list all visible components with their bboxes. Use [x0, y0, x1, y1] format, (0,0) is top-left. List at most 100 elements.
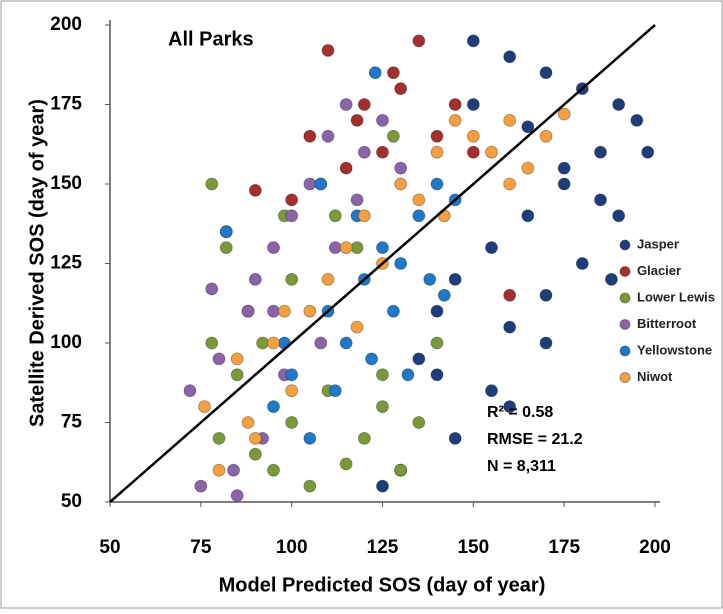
point	[350, 320, 364, 334]
point	[437, 288, 451, 302]
point	[267, 400, 280, 414]
point	[303, 431, 317, 445]
legend-marker	[619, 292, 631, 304]
point	[339, 336, 353, 350]
point	[357, 431, 371, 445]
point	[412, 193, 426, 207]
x-tick-label: 100	[276, 537, 308, 558]
chart-title: All Parks	[168, 28, 254, 50]
legend-label: Lower Lewis	[637, 289, 715, 304]
point	[303, 177, 317, 191]
point	[430, 368, 444, 382]
point	[248, 272, 262, 286]
point	[368, 66, 382, 80]
point	[539, 66, 553, 80]
point	[285, 209, 299, 223]
point	[376, 145, 389, 159]
point	[641, 145, 655, 159]
point	[466, 145, 480, 159]
point	[303, 479, 317, 493]
point	[539, 129, 553, 143]
point	[285, 384, 299, 398]
point	[448, 431, 462, 445]
point	[521, 120, 535, 134]
point	[521, 161, 535, 175]
point	[412, 34, 426, 48]
y-tick-label: 200	[50, 14, 82, 35]
legend-label: Yellowstone	[637, 342, 712, 357]
y-axis-label: Satellite Derived SOS (day of year)	[26, 99, 48, 427]
point	[365, 352, 379, 366]
point	[448, 98, 462, 111]
points	[183, 34, 655, 503]
legend-label: Niwot	[637, 369, 673, 384]
point	[350, 114, 364, 127]
point	[412, 352, 426, 366]
point	[539, 336, 553, 350]
legend-marker	[619, 239, 631, 251]
point	[328, 241, 342, 255]
point	[521, 209, 535, 223]
point	[394, 82, 408, 95]
point	[594, 145, 607, 159]
point	[350, 193, 364, 207]
point	[230, 368, 244, 382]
point	[339, 241, 353, 255]
point	[466, 129, 480, 143]
point	[321, 44, 335, 57]
legend-label: Glacier	[637, 263, 681, 278]
point	[194, 479, 208, 493]
point	[448, 114, 462, 127]
point	[485, 241, 498, 255]
point	[285, 272, 299, 286]
point	[303, 304, 317, 318]
point	[376, 368, 389, 382]
point	[430, 336, 444, 350]
point	[448, 272, 462, 286]
point	[594, 193, 607, 207]
point	[212, 431, 226, 445]
point	[394, 161, 408, 175]
point	[575, 257, 589, 270]
point	[303, 129, 317, 143]
point	[557, 177, 571, 191]
legend-marker	[619, 266, 631, 277]
annotation: RMSE = 21.2	[487, 431, 583, 448]
point	[612, 209, 626, 223]
point	[401, 368, 415, 382]
x-tick-label: 75	[190, 537, 212, 558]
point	[376, 400, 389, 414]
x-tick-label: 50	[99, 537, 120, 558]
point	[485, 384, 498, 398]
point	[539, 288, 553, 302]
point	[328, 384, 342, 398]
y-tick-label: 125	[50, 253, 82, 274]
point	[503, 50, 517, 64]
point	[557, 161, 571, 175]
point	[430, 304, 444, 318]
point	[230, 352, 244, 366]
point	[339, 98, 353, 111]
point	[248, 183, 262, 197]
y-tick-label: 100	[50, 332, 82, 353]
legend-marker	[619, 345, 631, 357]
point	[198, 400, 211, 414]
y-tick-label: 175	[50, 94, 82, 115]
point	[376, 114, 389, 127]
point	[183, 384, 197, 398]
point	[285, 416, 299, 429]
point	[241, 416, 255, 429]
point	[430, 177, 444, 191]
point	[466, 98, 480, 111]
point	[267, 463, 280, 477]
point	[212, 352, 226, 366]
point	[605, 272, 618, 286]
point	[267, 336, 280, 350]
legend-marker	[619, 372, 631, 383]
point	[503, 114, 517, 127]
point	[357, 145, 371, 159]
point	[466, 34, 480, 48]
point	[205, 177, 219, 191]
